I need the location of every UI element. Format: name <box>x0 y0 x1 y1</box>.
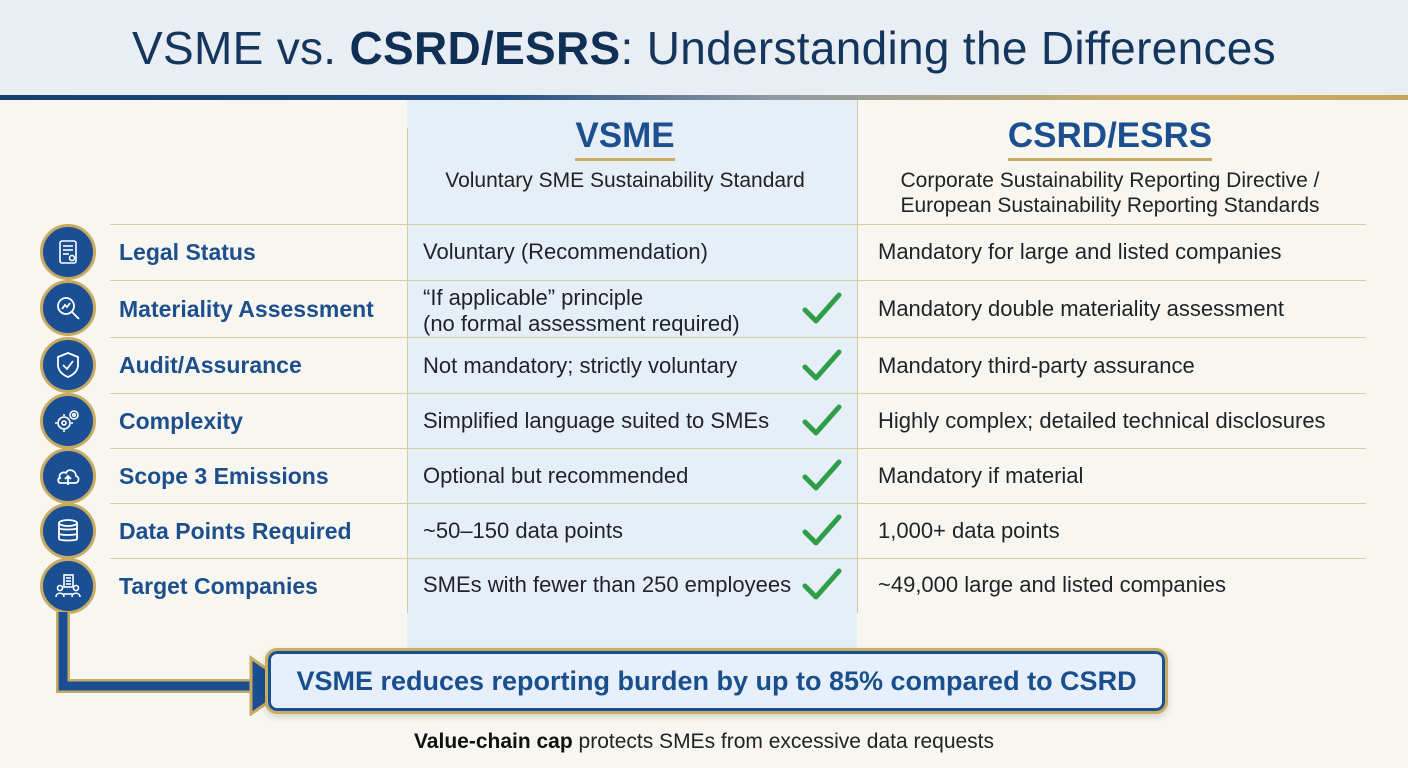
csrd-subtitle-line1: Corporate Sustainability Reporting Direc… <box>900 169 1320 192</box>
footnote: Value-chain cap protects SMEs from exces… <box>0 730 1408 754</box>
magnifier-chart-icon <box>40 280 96 336</box>
row-label-scope-3-emissions: Scope 3 Emissions <box>119 463 329 489</box>
csrd-column-title: CSRD/ESRS <box>868 116 1352 161</box>
row-label-legal-status: Legal Status <box>119 239 256 265</box>
vsme-cell-materiality-line1: “If applicable” principle <box>423 285 644 310</box>
row-divider <box>110 393 1366 394</box>
database-icon <box>40 503 96 559</box>
document-scroll-icon <box>40 224 96 280</box>
vsme-column-title: VSME <box>407 116 843 161</box>
vsme-cell-materiality-line2: (no formal assessment required) <box>423 311 740 336</box>
title-part1: VSME vs. <box>132 21 350 74</box>
header-bar <box>0 0 1408 95</box>
gears-icon <box>40 393 96 449</box>
column-divider <box>407 128 408 613</box>
footnote-bold: Value-chain cap <box>413 730 573 753</box>
row-divider <box>110 224 1366 225</box>
connector-arrow-icon <box>56 612 294 716</box>
row-divider <box>110 558 1366 559</box>
csrd-column-subtitle: Corporate Sustainability Reporting Direc… <box>860 168 1360 218</box>
csrd-subtitle-line2: European Sustainability Reporting Standa… <box>900 194 1320 217</box>
column-divider <box>857 100 858 613</box>
csrd-cell-audit-assurance: Mandatory third-party assurance <box>878 353 1195 378</box>
check-icon <box>802 514 842 546</box>
row-label-data-points-required: Data Points Required <box>119 518 352 544</box>
check-icon <box>802 568 842 600</box>
csrd-cell-scope-3-emissions: Mandatory if material <box>878 463 1084 488</box>
row-label-target-companies: Target Companies <box>119 573 318 599</box>
csrd-cell-legal-status: Mandatory for large and listed companies <box>878 239 1282 264</box>
vsme-cell-audit-assurance: Not mandatory; strictly voluntary <box>423 353 738 378</box>
row-divider <box>110 337 1366 338</box>
vsme-cell-scope-3-emissions: Optional but recommended <box>423 463 689 488</box>
vsme-cell-target-companies: SMEs with fewer than 250 employees <box>423 572 792 597</box>
vsme-column-subtitle: Voluntary SME Sustainability Standard <box>445 169 805 192</box>
title-bold: CSRD/ESRS <box>349 21 621 74</box>
row-divider <box>110 503 1366 504</box>
header-divider <box>0 95 1408 100</box>
vsme-column-band <box>407 100 857 648</box>
vsme-cell-legal-status: Voluntary (Recommendation) <box>423 239 708 264</box>
page-title: VSME vs. CSRD/ESRS: Understanding the Di… <box>0 0 1408 95</box>
burden-reduction-callout: VSME reduces reporting burden by up to 8… <box>265 648 1168 714</box>
check-icon <box>802 404 842 436</box>
csrd-cell-materiality-assessment: Mandatory double materiality assessment <box>878 296 1284 321</box>
vsme-cell-data-points-required: ~50–150 data points <box>423 518 624 543</box>
row-divider <box>110 448 1366 449</box>
check-icon <box>802 292 842 324</box>
csrd-cell-complexity: Highly complex; detailed technical discl… <box>878 408 1326 433</box>
check-icon <box>802 349 842 381</box>
cloud-upload-icon <box>40 448 96 504</box>
row-divider <box>110 280 1366 281</box>
title-part2: : Understanding the Differences <box>620 21 1276 74</box>
check-icon <box>802 459 842 491</box>
vsme-cell-complexity: Simplified language suited to SMEs <box>423 408 770 433</box>
row-label-complexity: Complexity <box>119 408 243 434</box>
row-label-audit-assurance: Audit/Assurance <box>119 352 302 378</box>
building-people-icon <box>40 558 96 614</box>
shield-check-icon <box>40 337 96 393</box>
csrd-cell-data-points-required: 1,000+ data points <box>878 518 1060 543</box>
csrd-cell-target-companies: ~49,000 large and listed companies <box>878 572 1226 597</box>
footnote-rest: protects SMEs from excessive data reques… <box>572 730 995 753</box>
row-label-materiality-assessment: Materiality Assessment <box>119 296 374 322</box>
